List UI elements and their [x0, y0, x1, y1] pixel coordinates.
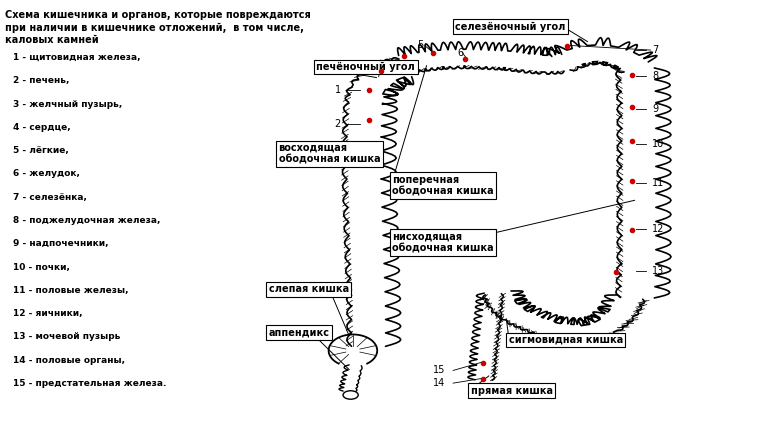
Text: 7: 7 — [652, 45, 658, 55]
Text: при наличии в кишечнике отложений,  в том числе,: при наличии в кишечнике отложений, в том… — [5, 23, 304, 33]
Text: 5: 5 — [418, 40, 424, 50]
Text: Схема кишечника и органов, которые повреждаются: Схема кишечника и органов, которые повре… — [5, 10, 311, 20]
Text: 9 - надпочечники,: 9 - надпочечники, — [13, 239, 108, 248]
Text: 10 - почки,: 10 - почки, — [13, 262, 69, 271]
Text: 13: 13 — [652, 266, 664, 276]
Text: 3: 3 — [373, 66, 379, 77]
Text: 14 - половые органы,: 14 - половые органы, — [13, 356, 125, 365]
Text: 15: 15 — [433, 366, 445, 375]
Text: восходящая
ободочная кишка: восходящая ободочная кишка — [278, 143, 380, 164]
Text: слепая кишка: слепая кишка — [269, 284, 349, 294]
Text: 2 - печень,: 2 - печень, — [13, 76, 69, 85]
Text: аппендикс: аппендикс — [269, 327, 330, 337]
Text: 4 - сердце,: 4 - сердце, — [13, 123, 70, 132]
Text: 10: 10 — [652, 139, 664, 150]
Text: каловых камней: каловых камней — [5, 35, 99, 45]
Text: 11: 11 — [652, 178, 664, 188]
Text: 12 - яичники,: 12 - яичники, — [13, 309, 82, 318]
Text: 12: 12 — [652, 224, 664, 233]
Text: 6: 6 — [458, 48, 464, 58]
Circle shape — [343, 391, 358, 399]
Text: 15 - предстательная железа.: 15 - предстательная железа. — [13, 379, 166, 388]
Text: 3 - желчный пузырь,: 3 - желчный пузырь, — [13, 100, 122, 109]
Text: 6 - желудок,: 6 - желудок, — [13, 170, 80, 178]
Text: 4: 4 — [389, 61, 395, 71]
Text: 8 - поджелудочная железа,: 8 - поджелудочная железа, — [13, 216, 160, 225]
Text: 8: 8 — [652, 71, 658, 81]
Text: 5 - лёгкие,: 5 - лёгкие, — [13, 146, 69, 155]
Text: нисходящая
ободочная кишка: нисходящая ободочная кишка — [392, 232, 494, 253]
Text: 2: 2 — [335, 119, 341, 129]
Text: 11 - половые железы,: 11 - половые железы, — [13, 286, 128, 295]
Text: 7 - селезёнка,: 7 - селезёнка, — [13, 193, 87, 201]
Text: селезёночный угол: селезёночный угол — [456, 22, 565, 32]
Text: 14: 14 — [433, 378, 445, 388]
Text: поперечная
ободочная кишка: поперечная ободочная кишка — [392, 175, 494, 196]
Text: сигмовидная кишка: сигмовидная кишка — [508, 335, 623, 345]
Text: 13 - мочевой пузырь: 13 - мочевой пузырь — [13, 332, 120, 341]
Text: 1 - щитовидная железа,: 1 - щитовидная железа, — [13, 53, 140, 62]
Text: печёночный угол: печёночный угол — [316, 62, 415, 72]
Text: 9: 9 — [652, 104, 658, 114]
Text: 1: 1 — [335, 85, 341, 95]
Text: прямая кишка: прямая кишка — [471, 386, 552, 396]
